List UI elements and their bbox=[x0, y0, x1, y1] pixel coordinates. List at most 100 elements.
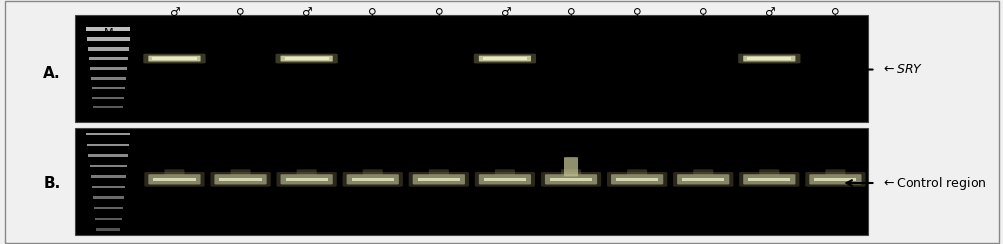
FancyBboxPatch shape bbox=[742, 174, 794, 184]
Bar bbox=[616, 178, 658, 181]
Text: wb7: wb7 bbox=[559, 28, 582, 38]
Text: ♀: ♀ bbox=[236, 6, 245, 19]
FancyBboxPatch shape bbox=[408, 172, 468, 187]
Bar bbox=[152, 57, 197, 60]
Bar bbox=[482, 57, 527, 60]
FancyBboxPatch shape bbox=[148, 56, 201, 61]
FancyBboxPatch shape bbox=[474, 172, 535, 187]
FancyBboxPatch shape bbox=[692, 169, 712, 176]
Text: $\leftarrow$Control region: $\leftarrow$Control region bbox=[880, 174, 985, 192]
FancyBboxPatch shape bbox=[804, 172, 865, 187]
Text: wb4: wb4 bbox=[361, 28, 384, 38]
Bar bbox=[90, 175, 126, 178]
Bar bbox=[87, 143, 129, 146]
Bar bbox=[813, 178, 856, 181]
FancyBboxPatch shape bbox=[342, 172, 402, 187]
FancyBboxPatch shape bbox=[824, 169, 845, 176]
FancyBboxPatch shape bbox=[143, 54, 206, 63]
Bar bbox=[75, 15, 868, 122]
Text: ♂: ♂ bbox=[763, 6, 773, 19]
Text: wb9: wb9 bbox=[691, 28, 714, 38]
Text: ♂: ♂ bbox=[301, 6, 312, 19]
FancyBboxPatch shape bbox=[211, 172, 271, 187]
Text: ♂: ♂ bbox=[499, 6, 510, 19]
FancyBboxPatch shape bbox=[541, 172, 601, 187]
FancyBboxPatch shape bbox=[215, 174, 267, 184]
Bar bbox=[88, 47, 128, 51]
FancyBboxPatch shape bbox=[412, 174, 464, 184]
Bar bbox=[91, 186, 124, 188]
FancyBboxPatch shape bbox=[742, 56, 794, 61]
FancyBboxPatch shape bbox=[478, 56, 531, 61]
FancyBboxPatch shape bbox=[144, 172, 205, 187]
Bar bbox=[96, 228, 120, 231]
FancyBboxPatch shape bbox=[561, 169, 581, 176]
FancyBboxPatch shape bbox=[676, 174, 728, 184]
Text: wb3: wb3 bbox=[295, 28, 318, 38]
FancyBboxPatch shape bbox=[627, 169, 647, 176]
FancyBboxPatch shape bbox=[164, 169, 185, 176]
Bar bbox=[285, 178, 327, 181]
Bar bbox=[94, 207, 122, 209]
FancyBboxPatch shape bbox=[808, 174, 861, 184]
FancyBboxPatch shape bbox=[607, 172, 667, 187]
Bar bbox=[417, 178, 459, 181]
Bar bbox=[483, 178, 526, 181]
Text: ♀: ♀ bbox=[368, 6, 377, 19]
Bar bbox=[90, 77, 126, 80]
Bar bbox=[92, 96, 124, 99]
FancyBboxPatch shape bbox=[362, 169, 382, 176]
Bar bbox=[746, 57, 790, 60]
FancyBboxPatch shape bbox=[148, 174, 201, 184]
Bar bbox=[91, 87, 125, 89]
Bar bbox=[220, 178, 262, 181]
Bar bbox=[550, 178, 592, 181]
Bar bbox=[88, 154, 128, 157]
Text: wb11: wb11 bbox=[819, 28, 850, 38]
FancyBboxPatch shape bbox=[545, 174, 597, 184]
FancyBboxPatch shape bbox=[737, 54, 799, 63]
Text: ♀: ♀ bbox=[434, 6, 442, 19]
FancyBboxPatch shape bbox=[564, 157, 578, 176]
FancyBboxPatch shape bbox=[611, 174, 663, 184]
Bar bbox=[75, 128, 868, 235]
Text: ♂: ♂ bbox=[170, 6, 180, 19]
Bar bbox=[93, 106, 123, 108]
FancyBboxPatch shape bbox=[276, 172, 336, 187]
Bar bbox=[153, 178, 196, 181]
FancyBboxPatch shape bbox=[738, 172, 798, 187]
FancyBboxPatch shape bbox=[296, 169, 316, 176]
Bar bbox=[351, 178, 393, 181]
FancyBboxPatch shape bbox=[672, 172, 732, 187]
FancyBboxPatch shape bbox=[231, 169, 251, 176]
Bar bbox=[86, 27, 130, 31]
Bar bbox=[89, 165, 127, 167]
FancyBboxPatch shape bbox=[428, 169, 448, 176]
FancyBboxPatch shape bbox=[346, 174, 398, 184]
FancyBboxPatch shape bbox=[473, 54, 536, 63]
Text: ♀: ♀ bbox=[566, 6, 575, 19]
Text: wb5: wb5 bbox=[427, 28, 450, 38]
Bar bbox=[93, 196, 123, 199]
Bar bbox=[89, 67, 126, 70]
FancyBboxPatch shape bbox=[478, 174, 531, 184]
Bar bbox=[747, 178, 789, 181]
Bar bbox=[681, 178, 723, 181]
Bar bbox=[87, 37, 129, 41]
FancyBboxPatch shape bbox=[280, 56, 332, 61]
Text: ♀: ♀ bbox=[632, 6, 641, 19]
Text: ♀: ♀ bbox=[830, 6, 839, 19]
Text: $\leftarrow$$\it{SRY}$: $\leftarrow$$\it{SRY}$ bbox=[880, 63, 922, 76]
Text: wb8: wb8 bbox=[625, 28, 648, 38]
Bar bbox=[284, 57, 328, 60]
Text: wb10: wb10 bbox=[754, 28, 782, 38]
Text: A.: A. bbox=[43, 66, 61, 81]
FancyBboxPatch shape bbox=[275, 54, 337, 63]
Bar bbox=[89, 57, 127, 60]
Text: wb1: wb1 bbox=[162, 28, 186, 38]
Bar bbox=[86, 133, 130, 135]
FancyBboxPatch shape bbox=[494, 169, 515, 176]
Text: B.: B. bbox=[43, 175, 61, 191]
Bar bbox=[95, 218, 121, 220]
Text: ♀: ♀ bbox=[698, 6, 707, 19]
